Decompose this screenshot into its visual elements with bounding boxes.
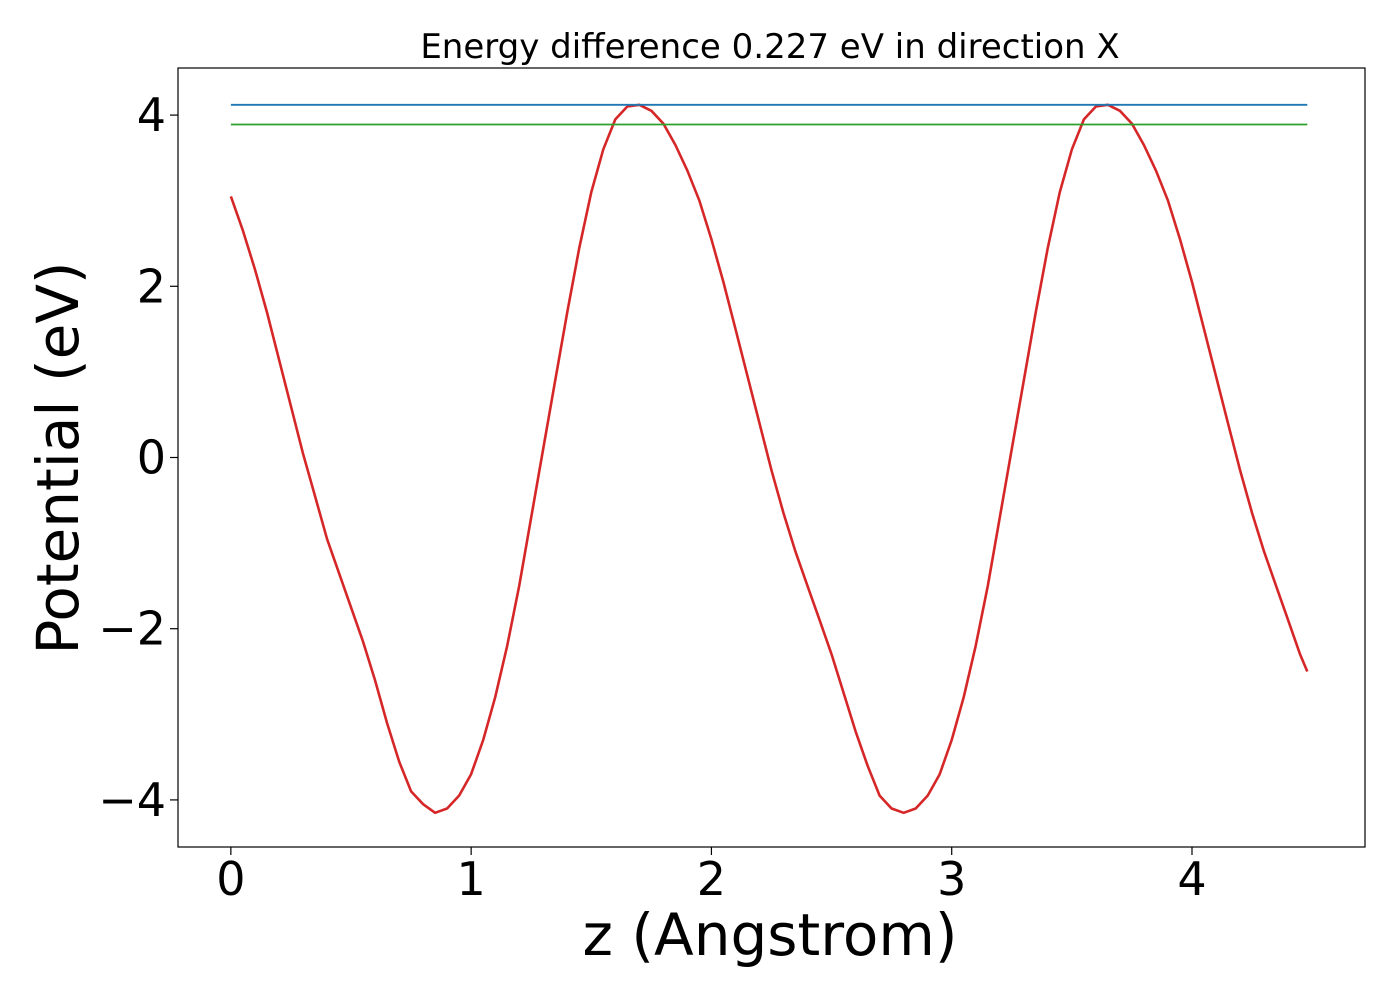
chart-title: Energy difference 0.227 eV in direction … [420,27,1119,67]
y-tick-label: −2 [98,602,166,656]
x-axis-label: z (Angstrom) [583,901,958,969]
y-tick-label: −4 [98,773,166,827]
plot-frame [177,67,1366,848]
x-tick-label: 4 [1177,852,1206,906]
x-tick-label: 3 [937,852,966,906]
y-tick-label: 2 [137,259,166,313]
potential-line [229,103,1309,815]
y-tick-label: 4 [137,88,166,142]
x-tick-label: 0 [216,852,245,906]
x-tick-label: 1 [457,852,486,906]
x-tick-label: 2 [697,852,726,906]
y-axis-label: Potential (eV) [24,261,92,654]
y-tick-label: 0 [137,431,166,485]
